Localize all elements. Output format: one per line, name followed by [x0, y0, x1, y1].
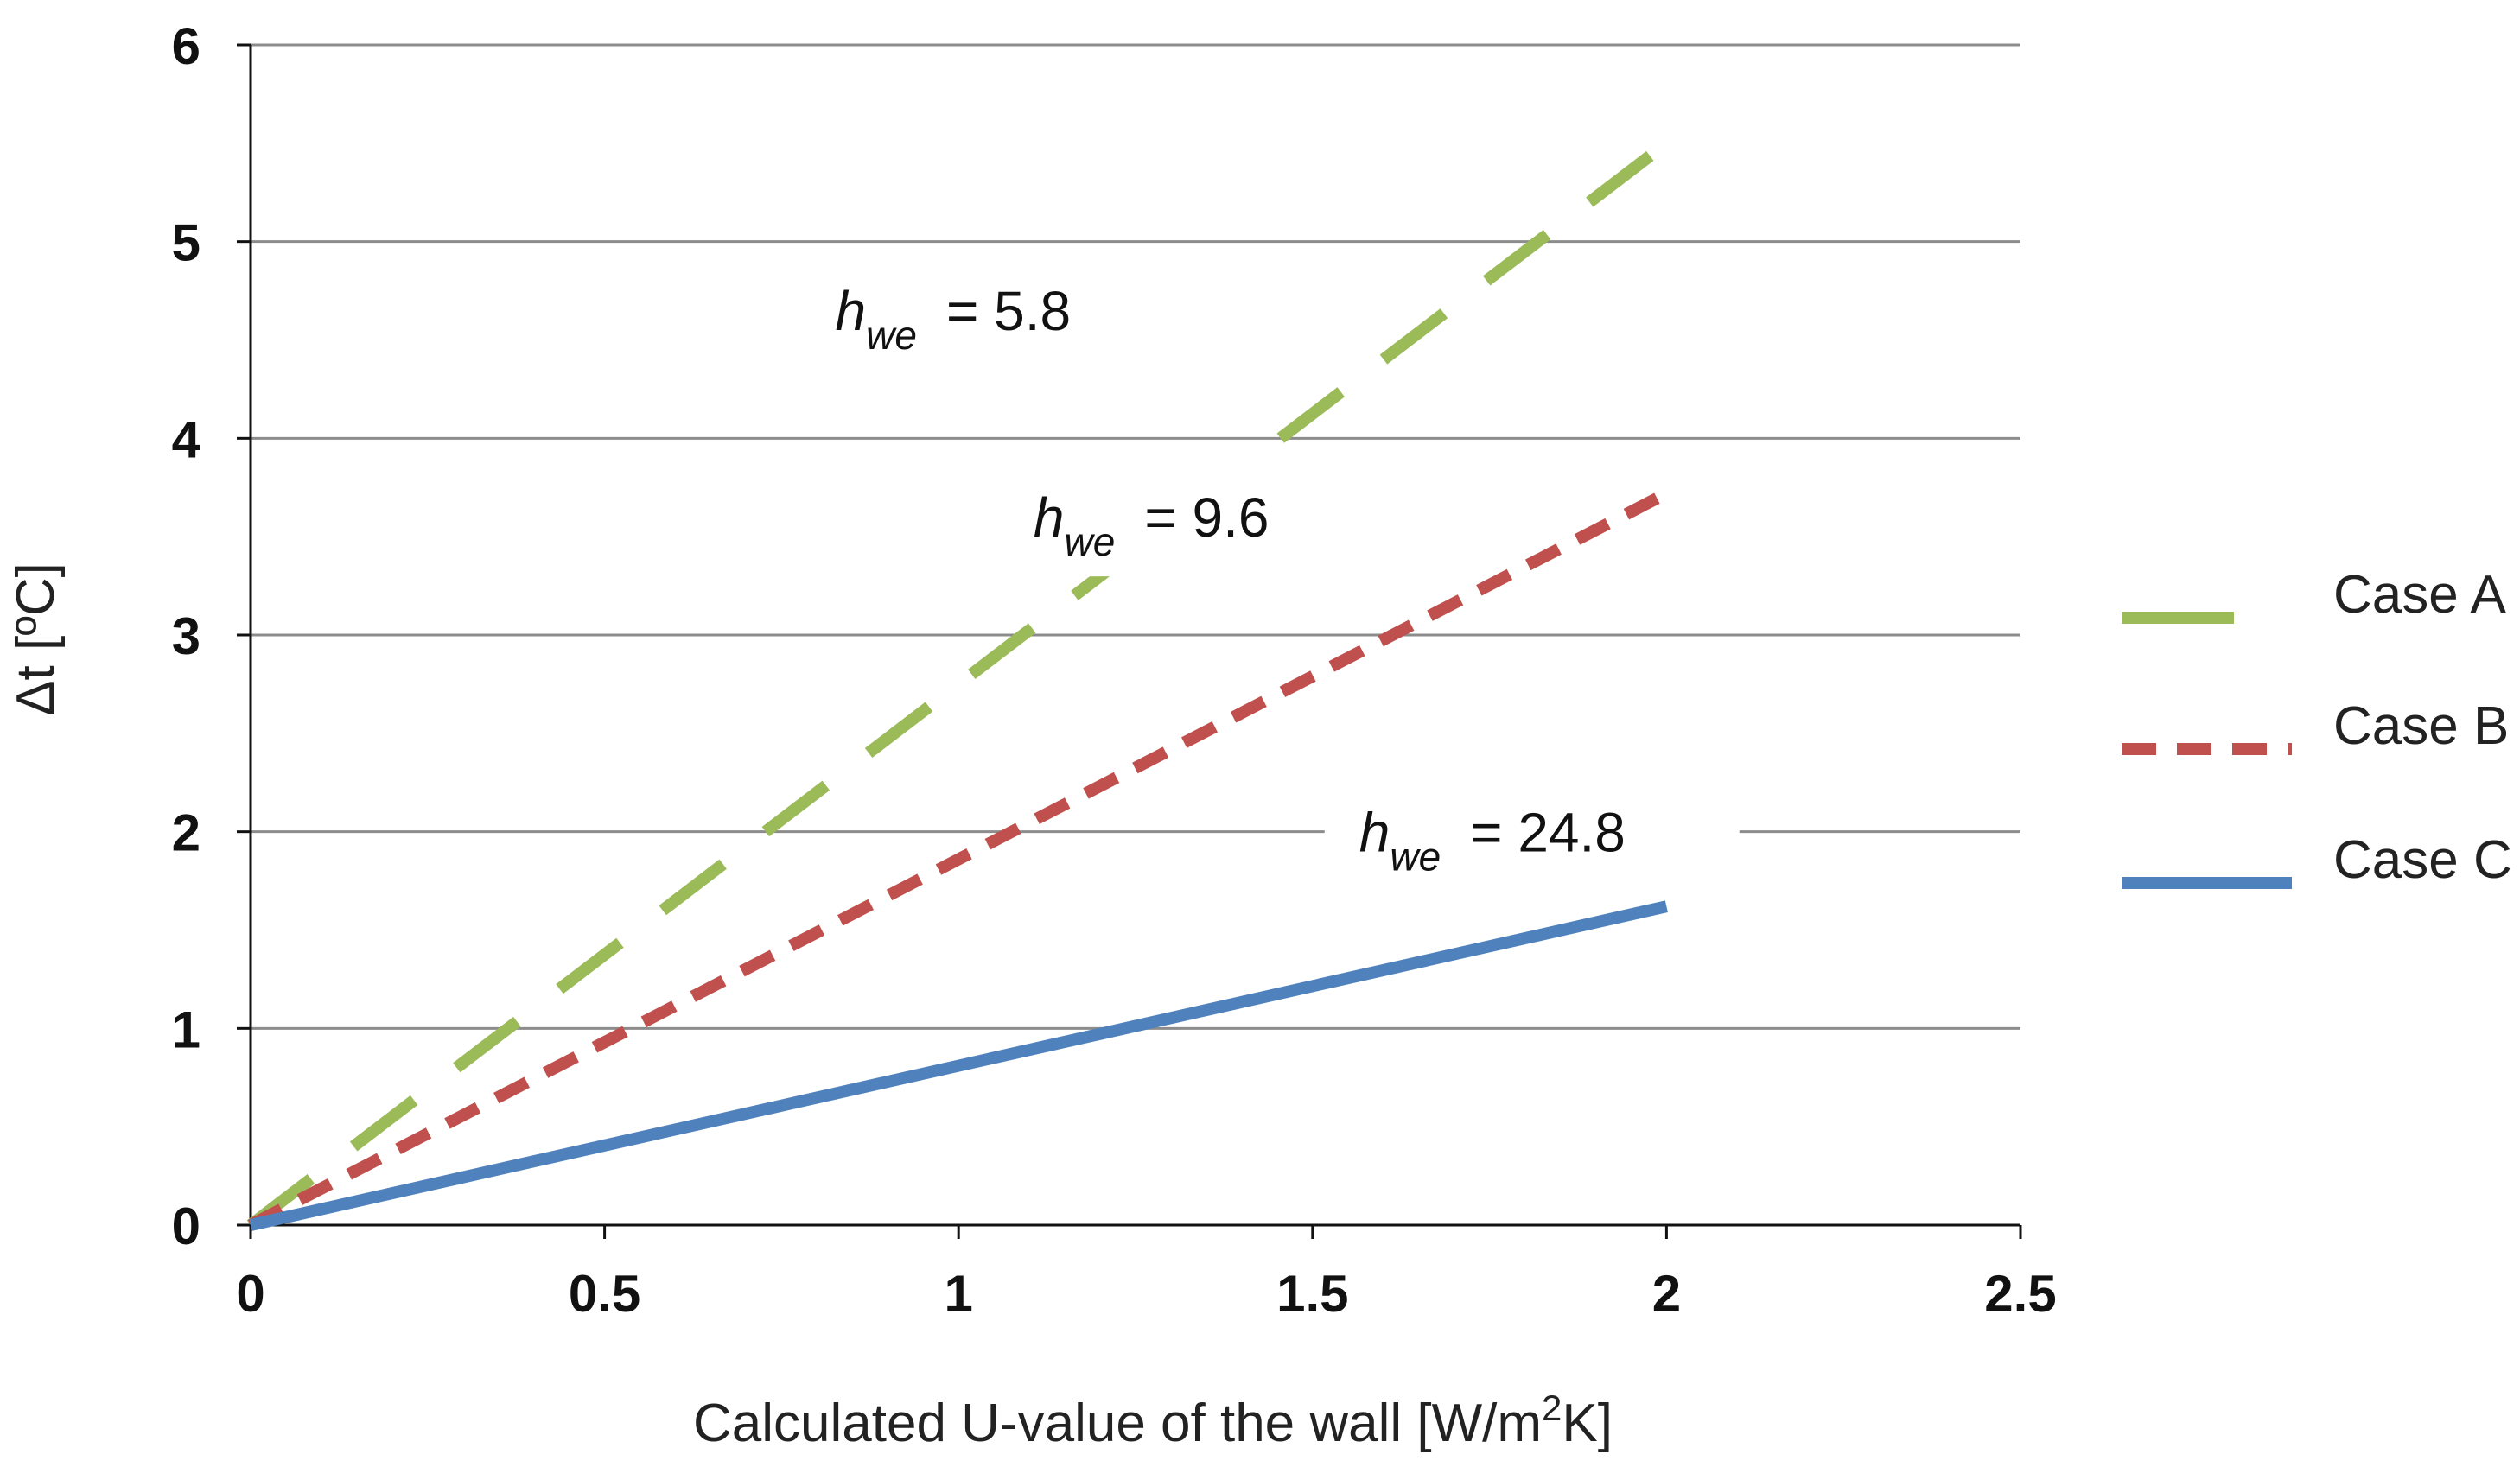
annotation-0: hwe = 5.8 [800, 257, 1216, 371]
y-tick-label-6: 6 [172, 17, 200, 75]
annotation-2: hwe = 24.8 [1324, 778, 1740, 892]
annotation-label-0: hwe = 5.8 [836, 280, 1072, 358]
axis-titles: Δt [ºC] Calculated U-value of the wall [W… [6, 562, 1613, 1453]
legend-label-1: Case B [2333, 696, 2509, 756]
gridlines [251, 43, 2020, 1030]
legend-label-2: Case C [2333, 830, 2512, 890]
y-tick-label-1: 1 [172, 1000, 200, 1058]
annotation-label-2: hwe = 24.8 [1359, 801, 1626, 879]
x-axis-title: Calculated U-value of the wall [W/m2K] [693, 1388, 1613, 1453]
y-tick-label-0: 0 [172, 1197, 200, 1255]
axes [237, 43, 2022, 1239]
x-tick-label-5: 2.5 [1984, 1265, 2056, 1323]
x-tick-label-1: 0.5 [569, 1265, 640, 1323]
legend: Case A Case B Case C [2122, 565, 2512, 890]
x-tick-label-4: 2 [1652, 1265, 1681, 1323]
y-tick-label-5: 5 [172, 214, 200, 272]
y-axis-title: Δt [ºC] [6, 562, 66, 716]
x-tick-label-2: 1 [945, 1265, 973, 1323]
y-tick-label-3: 3 [172, 607, 200, 665]
series-line-case-c [249, 900, 1668, 1231]
annotations: hwe = 5.8 hwe = 9.6 hwe = 24.8 [800, 257, 1740, 892]
x-tick-label-0: 0 [236, 1265, 264, 1323]
legend-label-0: Case A [2333, 565, 2507, 625]
series-line-case-a [246, 138, 1670, 1230]
annotation-label-1: hwe = 9.6 [1034, 486, 1270, 564]
annotation-1: hwe = 9.6 [998, 464, 1414, 577]
annotation-bg-0 [800, 257, 1216, 371]
tick-labels: 0 1 2 3 4 5 6 0 0.5 1 1.5 2 2.5 [172, 17, 2057, 1323]
series-lines [246, 138, 1670, 1231]
y-tick-label-4: 4 [172, 410, 201, 468]
y-tick-label-2: 2 [172, 804, 200, 862]
x-tick-label-3: 1.5 [1276, 1265, 1348, 1323]
annotation-bg-1 [998, 464, 1414, 577]
series-line-case-b [247, 487, 1670, 1231]
annotation-bg-2 [1324, 778, 1740, 892]
